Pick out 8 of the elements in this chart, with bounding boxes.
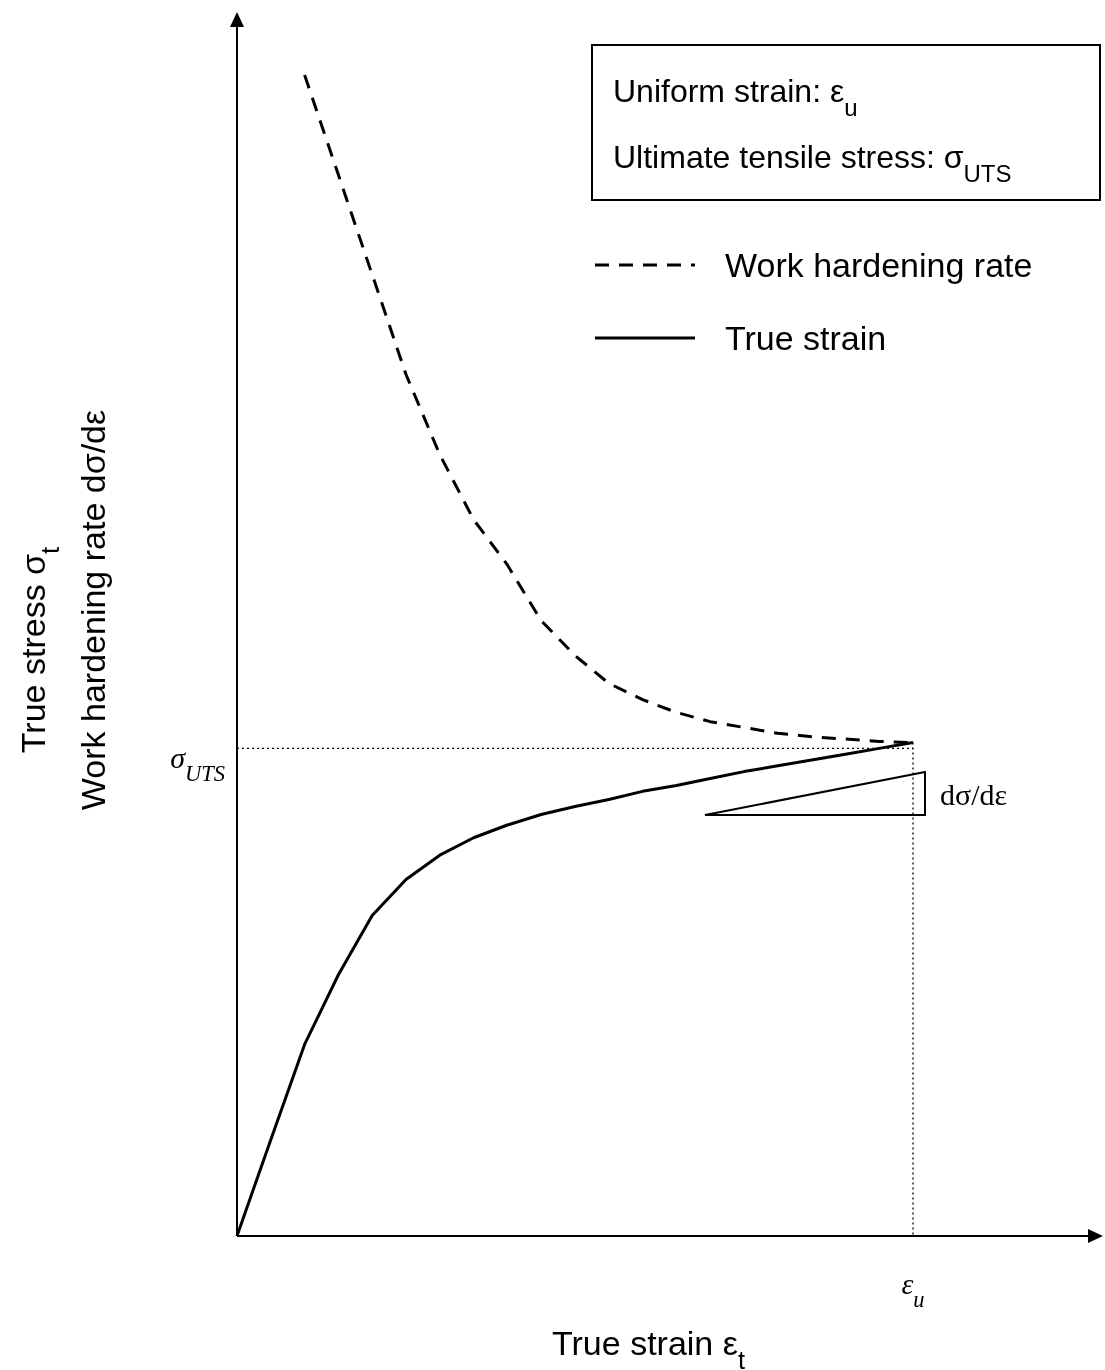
legend-label: Work hardening rate: [725, 246, 1033, 284]
x-axis-title: True strain ε$_{t}$: [552, 1324, 745, 1370]
annotation: Ultimate tensile stress: σ$_{UTS}$: [613, 139, 1012, 187]
annotation: Uniform strain: ε$_{u}$: [613, 73, 858, 121]
text: ε$_{u}$: [901, 1267, 925, 1312]
legend-label: True strain: [725, 319, 887, 357]
text: dσ/dε: [940, 778, 1008, 811]
ref-line-label: σ$_{UTS}$: [170, 741, 225, 786]
